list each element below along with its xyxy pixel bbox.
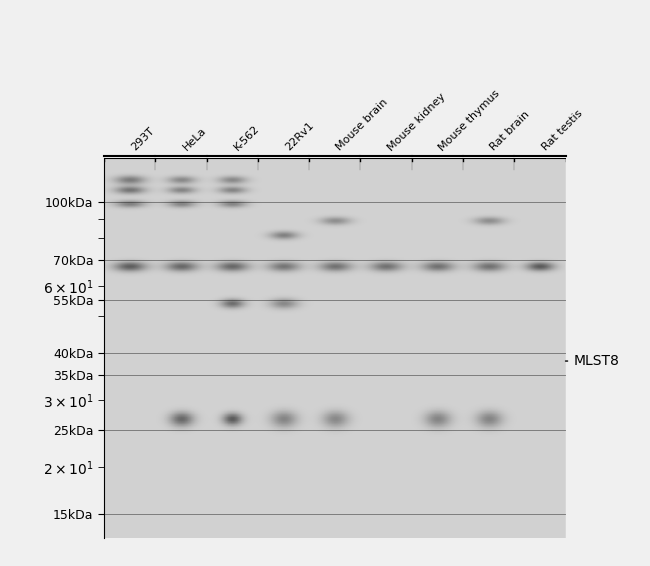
Text: Mouse kidney: Mouse kidney bbox=[386, 91, 448, 153]
Text: Rat brain: Rat brain bbox=[489, 110, 532, 153]
Text: MLST8: MLST8 bbox=[566, 354, 619, 368]
Text: Rat testis: Rat testis bbox=[540, 109, 584, 153]
Text: 293T: 293T bbox=[129, 126, 157, 153]
Text: Mouse thymus: Mouse thymus bbox=[437, 88, 502, 153]
Text: HeLa: HeLa bbox=[181, 126, 208, 153]
Text: K-562: K-562 bbox=[232, 123, 261, 153]
Text: Mouse brain: Mouse brain bbox=[335, 97, 390, 153]
Text: 22Rv1: 22Rv1 bbox=[283, 121, 316, 153]
